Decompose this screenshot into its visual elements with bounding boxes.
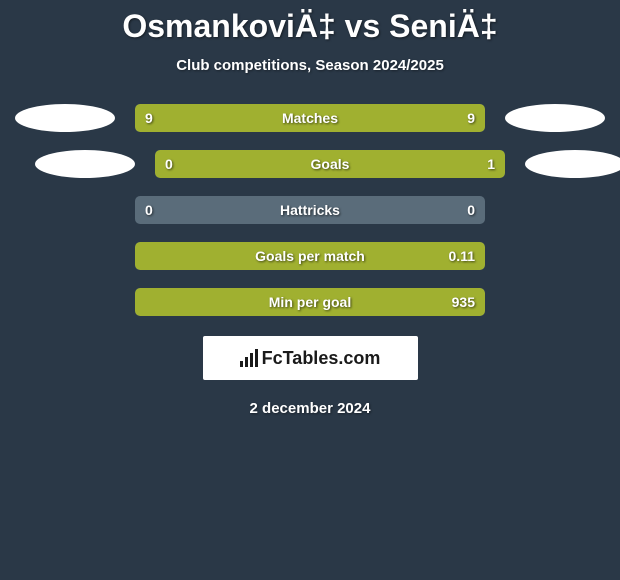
- fctables-link[interactable]: FcTables.com: [203, 336, 418, 380]
- spacer: [15, 196, 115, 224]
- player-right-marker: [505, 104, 605, 132]
- stat-right-value: 0.11: [449, 248, 475, 264]
- logo-text: FcTables.com: [262, 348, 381, 369]
- spacer: [15, 242, 115, 270]
- stat-bar: Goals per match 0.11: [135, 242, 485, 270]
- stat-row-gpm: Goals per match 0.11: [0, 242, 620, 270]
- spacer: [505, 288, 605, 316]
- stat-right-value: 9: [467, 110, 475, 126]
- spacer: [15, 288, 115, 316]
- stat-right-value: 0: [467, 202, 475, 218]
- stat-label: Hattricks: [280, 202, 340, 218]
- stat-row-matches: 9 Matches 9: [0, 104, 620, 132]
- stat-bar: 0 Hattricks 0: [135, 196, 485, 224]
- spacer: [505, 242, 605, 270]
- spacer: [505, 196, 605, 224]
- chart-icon: [240, 349, 258, 367]
- stat-label: Goals per match: [255, 248, 365, 264]
- stat-right-value: 935: [452, 294, 475, 310]
- stat-label: Goals: [311, 156, 350, 172]
- stat-bar: Min per goal 935: [135, 288, 485, 316]
- bar-fill-right: [218, 150, 505, 178]
- stat-row-goals: 0 Goals 1: [0, 150, 620, 178]
- page-title: OsmankoviÄ‡ vs SeniÄ‡: [122, 8, 497, 45]
- subtitle: Club competitions, Season 2024/2025: [176, 57, 444, 74]
- stat-label: Matches: [282, 110, 338, 126]
- date-label: 2 december 2024: [250, 400, 371, 417]
- player-left-marker: [35, 150, 135, 178]
- stat-row-hattricks: 0 Hattricks 0: [0, 196, 620, 224]
- stat-left-value: 9: [145, 110, 153, 126]
- stat-bar: 9 Matches 9: [135, 104, 485, 132]
- stat-row-mpg: Min per goal 935: [0, 288, 620, 316]
- stat-left-value: 0: [145, 202, 153, 218]
- player-left-marker: [15, 104, 115, 132]
- stat-bar: 0 Goals 1: [155, 150, 505, 178]
- player-right-marker: [525, 150, 620, 178]
- stat-left-value: 0: [165, 156, 173, 172]
- logo-content: FcTables.com: [240, 348, 381, 369]
- stat-label: Min per goal: [269, 294, 351, 310]
- stat-right-value: 1: [487, 156, 495, 172]
- comparison-widget: OsmankoviÄ‡ vs SeniÄ‡ Club competitions,…: [0, 0, 620, 417]
- stats-area: 9 Matches 9 0 Goals 1 0 Hattricks: [0, 104, 620, 316]
